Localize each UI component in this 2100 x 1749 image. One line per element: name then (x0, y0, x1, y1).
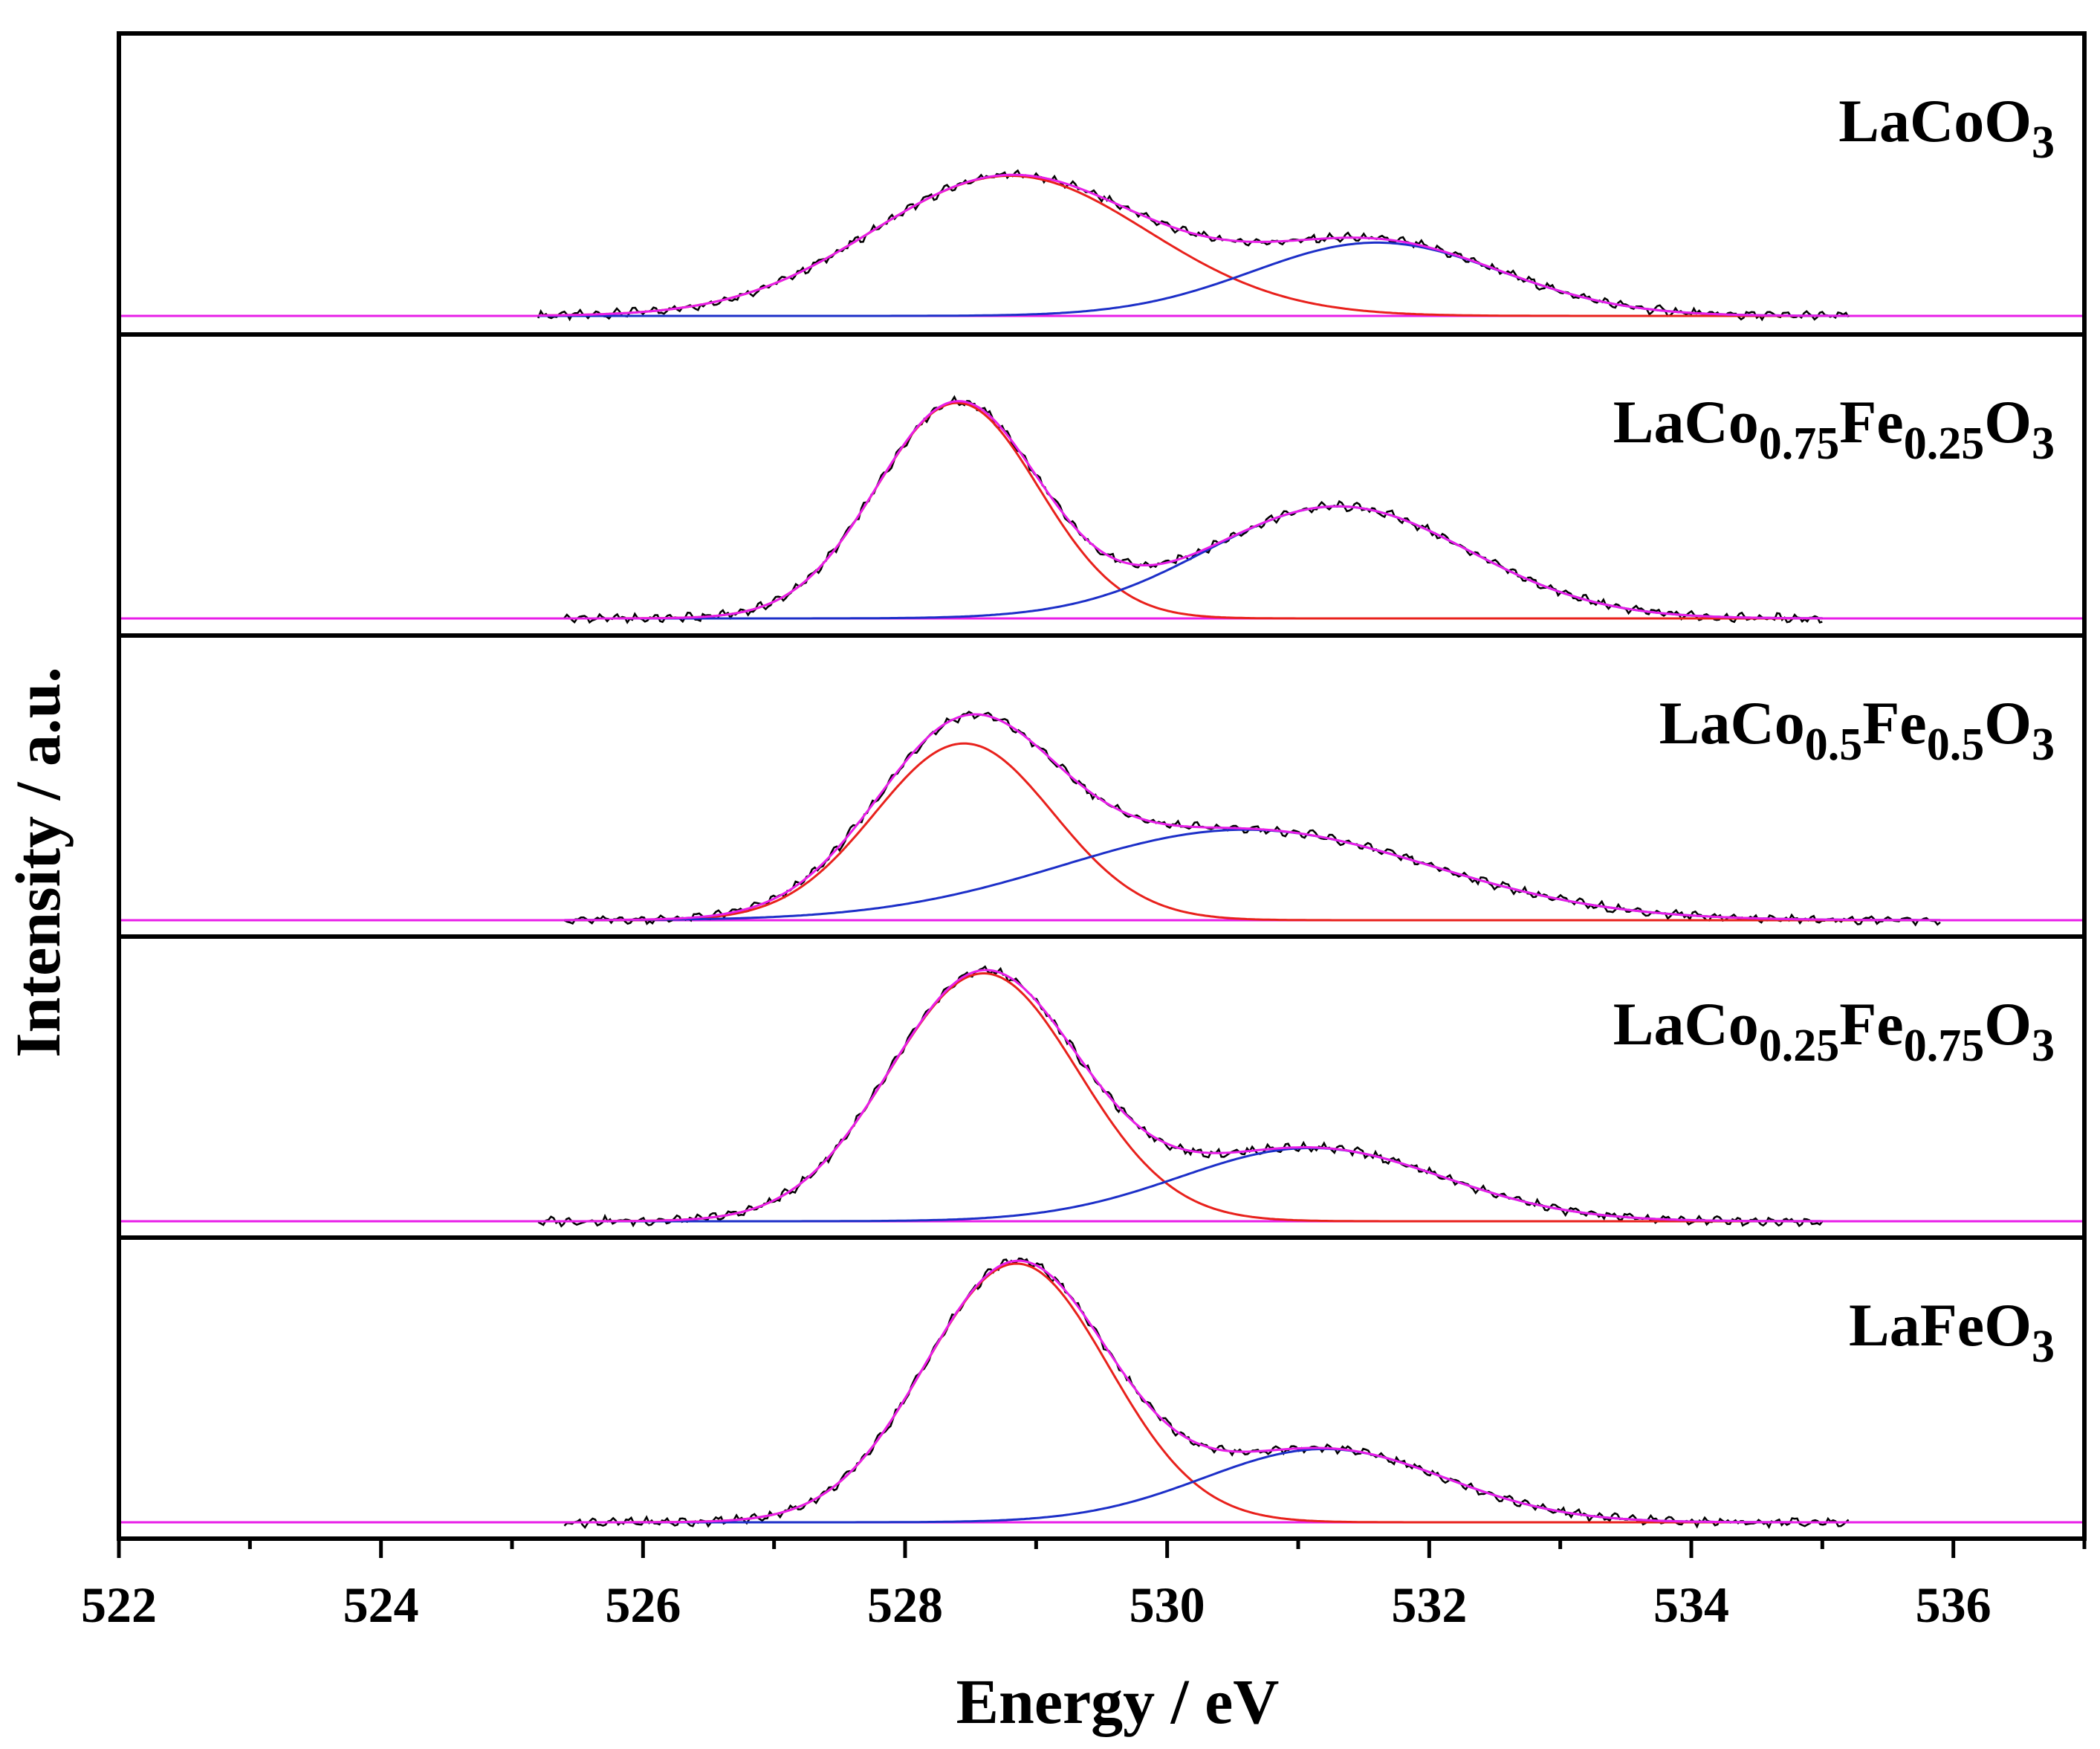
envelope-fit-line (538, 969, 1823, 1223)
raw-data-line (537, 965, 1824, 1228)
x-tick-label: 534 (1653, 1577, 1729, 1633)
panel-label: LaCo0.25Fe0.75O3 (1613, 990, 2055, 1071)
lattice-oxygen-peak-line (538, 175, 1849, 317)
plot-frame (117, 31, 2087, 1541)
y-axis-title: Intensity / a.u. (2, 667, 74, 1058)
x-tick-label: 536 (1916, 1577, 1992, 1633)
panel-label: LaCo0.75Fe0.25O3 (1613, 388, 2055, 469)
lattice-oxygen-peak-line (564, 1262, 1849, 1524)
envelope-fit-line (564, 400, 1823, 620)
panel-2: LaCo0.75Fe0.25O3 (120, 388, 2083, 624)
x-tick-label: 526 (605, 1577, 681, 1633)
panel-label: LaCoO3 (1838, 87, 2055, 168)
x-tick-label: 522 (81, 1577, 157, 1633)
lattice-oxygen-peak-line (564, 742, 1940, 922)
adsorbed-oxygen-peak-line (564, 828, 1940, 922)
adsorbed-oxygen-peak-line (538, 241, 1849, 317)
adsorbed-oxygen-peak-line (538, 1146, 1823, 1223)
adsorbed-oxygen-peak-line (564, 505, 1823, 620)
panel-3: LaCo0.5Fe0.5O3 (120, 689, 2083, 927)
panel-label: LaFeO3 (1849, 1291, 2055, 1372)
x-axis: 522 524 526 528 530 532 534 536 (81, 31, 2087, 1633)
x-tick-label: 530 (1130, 1577, 1205, 1633)
envelope-fit-line (564, 1259, 1849, 1524)
x-tick-label: 532 (1391, 1577, 1467, 1633)
panel-1: LaCoO3 (120, 87, 2083, 322)
panel-4: LaCo0.25Fe0.75O3 (120, 965, 2083, 1228)
adsorbed-oxygen-peak-line (564, 1447, 1849, 1524)
raw-data-line (563, 1257, 1850, 1530)
panel-label: LaCo0.5Fe0.5O3 (1659, 689, 2055, 770)
x-tick-label: 524 (343, 1577, 419, 1633)
envelope-fit-line (538, 173, 1849, 317)
panel-5: LaFeO3 (120, 1257, 2083, 1530)
x-axis-title: Energy / eV (956, 1666, 1280, 1737)
panels-group: LaCoO3 LaCo0.75Fe0.25O3 LaCo0.5Fe0.5O3 LaCo… (120, 87, 2083, 1530)
x-tick-label: 528 (867, 1577, 943, 1633)
envelope-fit-line (564, 713, 1940, 922)
